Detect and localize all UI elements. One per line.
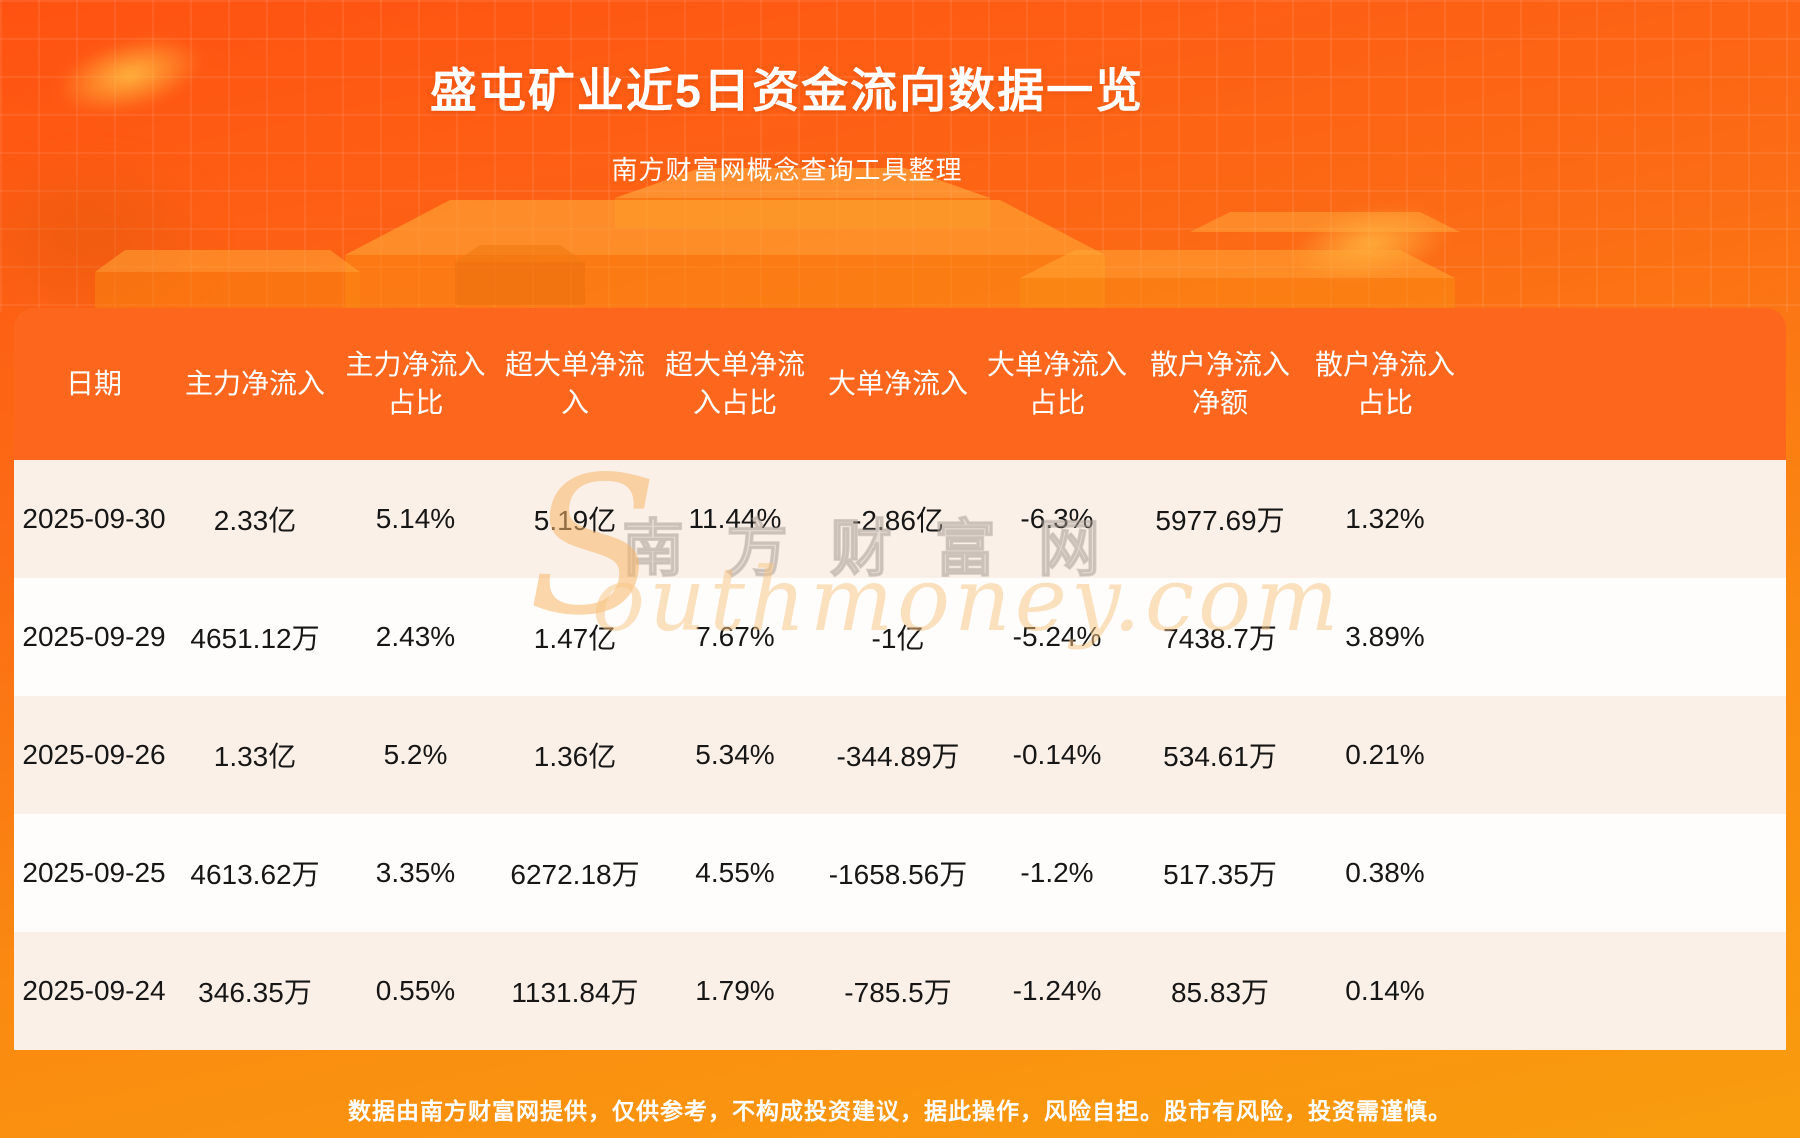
cell-retail-net-inflow-ratio: 0.38%	[1345, 857, 1425, 888]
cell-super-large-net-inflow: 6272.18万	[510, 859, 640, 890]
cell-super-large-net-inflow-ratio: 11.44%	[688, 503, 782, 534]
cell-large-net-inflow-ratio: -5.24%	[1012, 621, 1102, 652]
page-title: 盛屯矿业近5日资金流向数据一览	[429, 64, 1145, 117]
cell-retail-net-inflow-ratio: 3.89%	[1345, 621, 1425, 652]
cell-large-net-inflow-ratio: -1.24%	[1012, 975, 1102, 1006]
cell-retail-net-inflow-amount: 5977.69万	[1155, 505, 1285, 536]
cell-date: 2025-09-24	[22, 975, 166, 1006]
cell-main-net-inflow: 1.33亿	[213, 741, 297, 772]
cell-date: 2025-09-30	[22, 503, 166, 534]
cell-large-net-inflow: -344.89万	[836, 741, 960, 772]
cell-large-net-inflow: -785.5万	[844, 977, 952, 1008]
cell-super-large-net-inflow: 1.36亿	[533, 741, 617, 772]
table-row: 2025-09-26 1.33亿 5.2% 1.36亿 5.34% -344.8…	[14, 696, 1786, 814]
column-header-main-net-inflow-ratio: 主力净流入 占比	[345, 349, 486, 418]
cell-main-net-inflow-ratio: 5.14%	[375, 503, 456, 534]
fund-flow-table: 日期 主力净流入 主力净流入 占比 超大单净流 入 超大单净流 入占比 大单净流…	[14, 308, 1786, 1050]
podium-3d-graphic	[95, 168, 1460, 312]
cell-super-large-net-inflow-ratio: 1.79%	[695, 975, 775, 1006]
cell-large-net-inflow: -1658.56万	[828, 859, 968, 890]
cell-large-net-inflow-ratio: -6.3%	[1020, 503, 1094, 534]
cell-retail-net-inflow-amount: 85.83万	[1170, 977, 1270, 1008]
cell-main-net-inflow: 346.35万	[198, 977, 312, 1008]
column-header-super-large-net-inflow: 超大单净流 入	[504, 349, 645, 418]
column-header-super-large-net-inflow-ratio: 超大单净流 入占比	[664, 349, 805, 418]
column-header-retail-net-inflow-ratio: 散户净流入 占比	[1314, 349, 1455, 418]
cell-date: 2025-09-26	[22, 739, 166, 770]
cell-large-net-inflow-ratio: -0.14%	[1012, 739, 1102, 770]
cell-retail-net-inflow-amount: 534.61万	[1163, 741, 1277, 772]
cell-super-large-net-inflow: 5.19亿	[533, 505, 617, 536]
table-row: 2025-09-25 4613.62万 3.35% 6272.18万 4.55%…	[14, 814, 1786, 932]
cell-main-net-inflow-ratio: 3.35%	[375, 857, 456, 888]
cell-retail-net-inflow-ratio: 0.21%	[1345, 739, 1425, 770]
table-row: 2025-09-30 2.33亿 5.14% 5.19亿 11.44% -2.8…	[14, 460, 1786, 578]
cell-super-large-net-inflow-ratio: 7.67%	[695, 621, 775, 652]
cell-date: 2025-09-29	[22, 621, 166, 652]
cell-super-large-net-inflow: 1131.84万	[511, 977, 639, 1008]
cell-main-net-inflow: 2.33亿	[213, 505, 297, 536]
cell-super-large-net-inflow-ratio: 4.55%	[695, 857, 775, 888]
cell-large-net-inflow: -2.86亿	[852, 505, 944, 536]
column-header-date: 日期	[65, 368, 122, 400]
table-header-row: 日期 主力净流入 主力净流入 占比 超大单净流 入 超大单净流 入占比 大单净流…	[14, 308, 1786, 460]
column-header-large-net-inflow-ratio: 大单净流入 占比	[986, 349, 1127, 418]
cell-main-net-inflow-ratio: 2.43%	[375, 621, 456, 652]
cell-main-net-inflow-ratio: 5.2%	[383, 739, 448, 770]
cell-retail-net-inflow-amount: 517.35万	[1163, 859, 1277, 890]
page-subtitle: 南方财富网概念查询工具整理	[611, 155, 963, 185]
column-header-large-net-inflow: 大单净流入	[827, 368, 968, 400]
cell-large-net-inflow: -1亿	[871, 623, 925, 654]
cell-main-net-inflow: 4613.62万	[190, 859, 320, 890]
table-row: 2025-09-29 4651.12万 2.43% 1.47亿 7.67% -1…	[14, 578, 1786, 696]
cell-retail-net-inflow-ratio: 1.32%	[1345, 503, 1425, 534]
cell-large-net-inflow-ratio: -1.2%	[1020, 857, 1094, 888]
cell-main-net-inflow-ratio: 0.55%	[375, 975, 456, 1006]
cell-main-net-inflow: 4651.12万	[190, 623, 320, 654]
cell-super-large-net-inflow-ratio: 5.34%	[695, 739, 775, 770]
disclaimer-text: 数据由南方财富网提供，仅供参考，不构成投资建议，据此操作，风险自担。股市有风险，…	[348, 1098, 1452, 1124]
cell-super-large-net-inflow: 1.47亿	[533, 623, 617, 654]
table-row: 2025-09-24 346.35万 0.55% 1131.84万 1.79% …	[14, 932, 1786, 1050]
cell-retail-net-inflow-amount: 7438.7万	[1163, 623, 1277, 654]
column-header-retail-net-inflow-amount: 散户净流入 净额	[1149, 349, 1290, 418]
cell-retail-net-inflow-ratio: 0.14%	[1345, 975, 1425, 1006]
column-header-main-net-inflow: 主力净流入	[184, 368, 325, 400]
cell-date: 2025-09-25	[22, 857, 166, 888]
